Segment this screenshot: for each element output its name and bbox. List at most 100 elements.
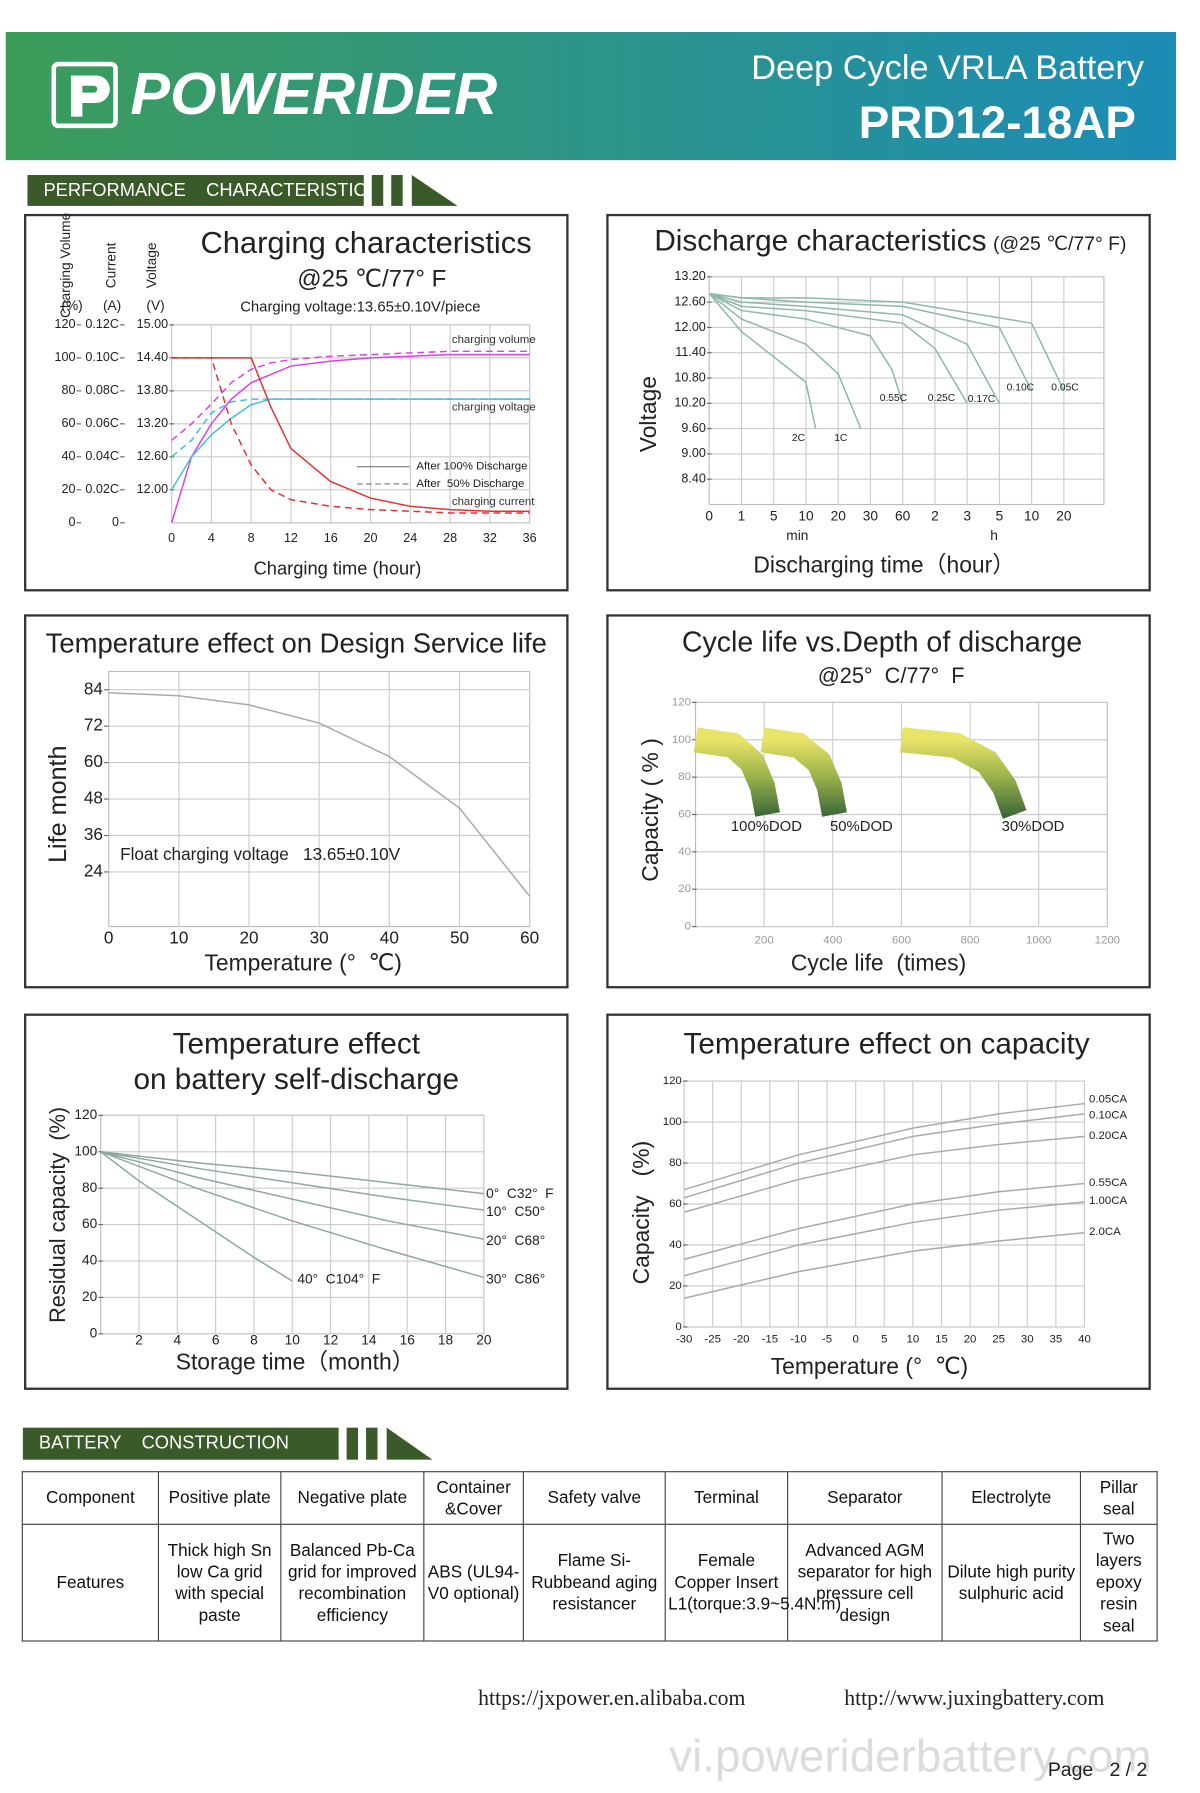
section-bar [27, 175, 364, 206]
x-tick-label: 10 [907, 1334, 920, 1346]
series-label: 0.05CA [1089, 1093, 1127, 1105]
x-tick-label: 10 [169, 928, 188, 948]
y-tick-label: 0.12C [85, 317, 119, 331]
brand: POWERIDER [130, 60, 497, 127]
y-tick-label: 24 [84, 860, 104, 880]
series-label: 0.10C [1007, 383, 1035, 394]
header-cell: Component [21, 1471, 160, 1525]
section-stripe [346, 1427, 359, 1460]
series-line [693, 727, 780, 817]
x-tick-label: 16 [324, 531, 338, 545]
x-tick-label: 5 [881, 1334, 887, 1346]
x-tick-label: 0 [852, 1334, 858, 1346]
x-tick-label: 60 [520, 928, 539, 948]
header-cell: Pillar seal [1079, 1471, 1158, 1525]
axis-title: Voltage [144, 242, 159, 288]
chart-xlabel: Charging time (hour) [254, 558, 422, 579]
series-label: 10° C50° [486, 1204, 545, 1219]
chart-panel [24, 213, 569, 592]
chart-subtitle: (@25 ℃/77° F) [993, 233, 1127, 255]
y-tick-label: 0 [90, 1325, 98, 1340]
x-tick-label: -15 [762, 1334, 779, 1346]
y-tick-label: 9.00 [681, 446, 705, 460]
axis-title: Residual capacity (%) [45, 1107, 70, 1323]
series-line [760, 727, 847, 817]
product: Deep Cycle VRLA Battery [751, 49, 1145, 87]
x-tick-label: 8 [250, 1332, 258, 1347]
x-tick-label: 3 [963, 509, 971, 524]
y-tick-label: 40 [669, 1239, 682, 1251]
series-label: 0.55C [880, 393, 908, 404]
y-tick-label: 20 [82, 1289, 98, 1304]
chart-panel [24, 614, 569, 989]
y-tick-label: 14.40 [137, 350, 168, 364]
annotation: charging volume [452, 334, 536, 346]
series-label: 2.0CA [1089, 1226, 1121, 1238]
x-tick-label: 12 [284, 531, 298, 545]
y-tick-label: 72 [84, 715, 103, 735]
feature-row: Features Thick high Sn low Ca grid with s… [21, 1523, 1158, 1642]
y-tick-label: 13.20 [674, 269, 705, 283]
y-tick-label: 8.40 [681, 472, 705, 486]
series-label: 40° C104° F [297, 1272, 380, 1287]
feature-cell: Thick high Sn low Ca grid with special p… [157, 1523, 282, 1642]
series-line [683, 1182, 1085, 1261]
x-tick-label: 20 [1056, 509, 1072, 524]
x-tick-label: 5 [996, 509, 1004, 524]
x-tick-label: 2 [931, 509, 939, 524]
axis-title: Charging Volume [58, 212, 73, 318]
series-line [683, 1231, 1085, 1299]
x-tick-label: 1200 [1095, 934, 1120, 946]
x-tick-label: 60 [895, 509, 911, 524]
series-label: 20° C68° [486, 1233, 545, 1248]
x-tick-label: 32 [483, 531, 497, 545]
x-tick-label: 0 [104, 928, 114, 948]
x-tick-label: 800 [961, 934, 980, 946]
feature-cell: Female Copper Insert L1(torque:3.9~5.4N.… [664, 1523, 841, 1642]
header-cell: Positive plate [157, 1471, 282, 1525]
series-label: 0.55CA [1089, 1177, 1127, 1189]
y-tick-label: 20 [62, 482, 76, 496]
y-tick-label: 40 [62, 449, 76, 463]
series-label: 0.05C [1051, 383, 1079, 394]
x-tick-label: 1000 [1026, 934, 1051, 946]
y-tick-label: 100 [663, 1116, 682, 1128]
y-tick-label: 15.00 [137, 317, 168, 331]
watermark: vi.poweriderbattery.com [669, 1730, 1151, 1781]
y-tick-label: 20 [669, 1280, 682, 1292]
chart-title: Temperature effect on capacity [684, 1027, 1090, 1060]
section-arrow [386, 1427, 433, 1460]
logo-mark [70, 75, 110, 117]
y-tick-label: 120 [74, 1107, 97, 1122]
header-cell: Separator [787, 1471, 943, 1525]
y-tick-label: 12.60 [137, 449, 168, 463]
model: PRD12-18AP [859, 97, 1136, 148]
header-row: Component Positive plate Negative plate Con… [21, 1471, 1158, 1525]
y-tick-label: 100 [55, 350, 76, 364]
chart-xlabel: Discharging time（hour） [753, 551, 1015, 577]
x-tick-label: 20 [476, 1332, 492, 1347]
y-tick-label: 0 [685, 921, 691, 933]
axis-unit: (A) [103, 298, 121, 313]
series-line [171, 357, 530, 514]
y-tick-label: 120 [672, 696, 691, 708]
section-stripe [391, 175, 403, 206]
x-tick-label: 50 [450, 928, 469, 948]
x-tick-label: 18 [438, 1332, 454, 1347]
x-tick-label: 12 [323, 1332, 338, 1347]
chart-subtitle: @25 ℃/77° F [297, 266, 446, 293]
axis-title: Life month [44, 745, 72, 862]
y-tick-label: 0 [112, 515, 119, 529]
series-line [709, 292, 1001, 404]
chart-title: Cycle life vs.Depth of discharge [682, 627, 1082, 659]
chart-panel [606, 213, 1151, 592]
x-tick-label: -20 [733, 1334, 750, 1346]
y-tick-label: 100 [74, 1143, 97, 1158]
axis-title: Capacity (%) [628, 1141, 654, 1285]
series-label: 100%DOD [731, 819, 802, 835]
x-tick-label: 4 [173, 1332, 181, 1347]
chart-note: Charging voltage:13.65±0.10V/piece [240, 300, 480, 316]
series-line [708, 293, 862, 429]
y-tick-label: 80 [62, 383, 76, 397]
